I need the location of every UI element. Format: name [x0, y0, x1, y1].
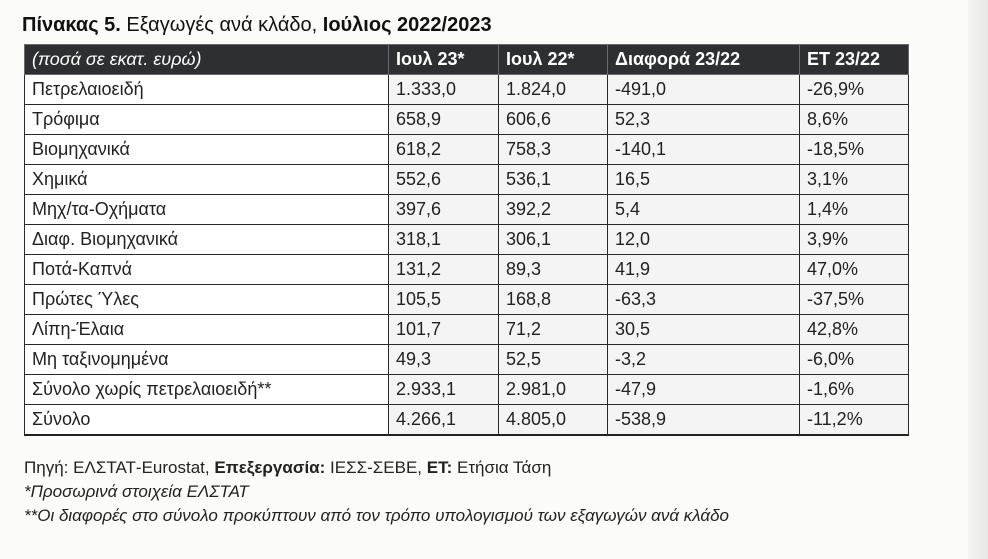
header-difference: Διαφορά 23/22 [607, 44, 800, 75]
cell-jul22: 52,5 [498, 344, 608, 375]
cell-difference: 41,9 [607, 254, 800, 285]
cell-difference: -47,9 [607, 374, 800, 405]
row-label: Τρόφιμα [24, 104, 389, 135]
cell-difference: 12,0 [607, 224, 800, 255]
header-jul23: Ιουλ 23* [388, 44, 499, 75]
cell-annual-trend: -18,5% [799, 134, 909, 165]
cell-jul23: 131,2 [388, 254, 499, 285]
cell-jul23: 618,2 [388, 134, 499, 165]
row-label: Μηχ/τα-Οχήματα [24, 194, 389, 225]
cell-jul22: 89,3 [498, 254, 608, 285]
table-row: Τρόφιμα 658,9 606,6 52,3 8,6% [24, 104, 909, 135]
title-period: Ιούλιος 2022/2023 [322, 14, 492, 36]
header-jul22: Ιουλ 22* [498, 44, 608, 75]
source-note: Πηγή: ΕΛΣΤΑΤ-Eurostat, Επεξεργασία: ΙΕΣΣ… [24, 456, 729, 480]
table-row: Μηχ/τα-Οχήματα 397,6 392,2 5,4 1,4% [24, 194, 909, 225]
table-row: Βιομηχανικά 618,2 758,3 -140,1 -18,5% [24, 134, 909, 165]
cell-jul22: 71,2 [498, 314, 608, 345]
table-row: Πετρελαιοειδή 1.333,0 1.824,0 -491,0 -26… [24, 74, 909, 105]
table-row: Διαφ. Βιομηχανικά 318,1 306,1 12,0 3,9% [24, 224, 909, 255]
row-label: Χημικά [24, 164, 389, 195]
cell-difference: -63,3 [607, 284, 800, 315]
cell-jul23: 105,5 [388, 284, 499, 315]
title-text: Εξαγωγές ανά κλάδο, [120, 14, 323, 36]
cell-annual-trend: 8,6% [799, 104, 909, 135]
row-label: Βιομηχανικά [24, 134, 389, 165]
cell-jul22: 1.824,0 [498, 74, 608, 105]
cell-annual-trend: 3,9% [799, 224, 909, 255]
cell-annual-trend: -11,2% [799, 404, 909, 436]
cell-difference: -140,1 [607, 134, 800, 165]
header-units: (ποσά σε εκατ. ευρώ) [24, 44, 389, 75]
cell-jul23: 2.933,1 [388, 374, 499, 405]
header-annual-trend: ΕΤ 23/22 [799, 44, 909, 75]
row-label: Σύνολο χωρίς πετρελαιοειδή** [24, 374, 389, 405]
cell-annual-trend: 3,1% [799, 164, 909, 195]
cell-jul23: 4.266,1 [388, 404, 499, 436]
cell-annual-trend: 42,8% [799, 314, 909, 345]
cell-annual-trend: 47,0% [799, 254, 909, 285]
cell-annual-trend: -6,0% [799, 344, 909, 375]
cell-jul22: 606,6 [498, 104, 608, 135]
cell-jul22: 2.981,0 [498, 374, 608, 405]
table-row: Ποτά-Καπνά 131,2 89,3 41,9 47,0% [24, 254, 909, 285]
table-row: Χημικά 552,6 536,1 16,5 3,1% [24, 164, 909, 195]
cell-jul23: 1.333,0 [388, 74, 499, 105]
cell-jul22: 536,1 [498, 164, 608, 195]
cell-annual-trend: -37,5% [799, 284, 909, 315]
cell-jul23: 397,6 [388, 194, 499, 225]
table-row: Πρώτες Ύλες 105,5 168,8 -63,3 -37,5% [24, 284, 909, 315]
table-notes: Πηγή: ΕΛΣΤΑΤ-Eurostat, Επεξεργασία: ΙΕΣΣ… [24, 456, 729, 528]
table-number: Πίνακας 5. [22, 14, 121, 36]
cell-difference: 5,4 [607, 194, 800, 225]
processing-label: Επεξεργασία: [214, 458, 326, 477]
cell-jul23: 318,1 [388, 224, 499, 255]
cell-jul23: 552,6 [388, 164, 499, 195]
cell-jul22: 4.805,0 [498, 404, 608, 436]
cell-jul23: 658,9 [388, 104, 499, 135]
exports-table: (ποσά σε εκατ. ευρώ) Ιουλ 23* Ιουλ 22* Δ… [24, 44, 909, 436]
cell-jul22: 168,8 [498, 284, 608, 315]
row-label: Πρώτες Ύλες [24, 284, 389, 315]
et-label: ΕΤ: [426, 458, 453, 477]
cell-jul22: 306,1 [498, 224, 608, 255]
table-row: Μη ταξινομημένα 49,3 52,5 -3,2 -6,0% [24, 344, 909, 375]
cell-annual-trend: -26,9% [799, 74, 909, 105]
cell-jul23: 49,3 [388, 344, 499, 375]
provisional-note: *Προσωρινά στοιχεία ΕΛΣΤΑΤ [24, 482, 249, 501]
cell-difference: 16,5 [607, 164, 800, 195]
cell-difference: -3,2 [607, 344, 800, 375]
cell-jul23: 101,7 [388, 314, 499, 345]
cell-difference: 52,3 [607, 104, 800, 135]
cell-difference: -538,9 [607, 404, 800, 436]
row-label: Λίπη-Έλαια [24, 314, 389, 345]
differences-note: **Οι διαφορές στο σύνολο προκύπτουν από … [24, 506, 730, 525]
table-row: Σύνολο χωρίς πετρελαιοειδή** 2.933,1 2.9… [24, 374, 909, 405]
cell-annual-trend: 1,4% [799, 194, 909, 225]
cell-difference: 30,5 [607, 314, 800, 345]
header-row: (ποσά σε εκατ. ευρώ) Ιουλ 23* Ιουλ 22* Δ… [24, 44, 909, 75]
row-label: Σύνολο [24, 404, 389, 436]
cell-annual-trend: -1,6% [799, 374, 909, 405]
row-label: Ποτά-Καπνά [24, 254, 389, 285]
cell-jul22: 392,2 [498, 194, 608, 225]
row-label: Διαφ. Βιομηχανικά [24, 224, 389, 255]
row-label: Μη ταξινομημένα [24, 344, 389, 375]
table-title: Πίνακας 5. Εξαγωγές ανά κλάδο, Ιούλιος 2… [22, 14, 492, 37]
et-value: Ετήσια Τάση [452, 458, 552, 477]
table-row: Λίπη-Έλαια 101,7 71,2 30,5 42,8% [24, 314, 909, 345]
source-text: Πηγή: ΕΛΣΤΑΤ-Eurostat, [24, 458, 215, 477]
page-edge-shadow [968, 0, 988, 559]
row-label: Πετρελαιοειδή [24, 74, 389, 105]
table-row: Σύνολο 4.266,1 4.805,0 -538,9 -11,2% [24, 404, 909, 436]
processing-value: ΙΕΣΣ-ΣΕΒΕ, [325, 458, 427, 477]
cell-difference: -491,0 [607, 74, 800, 105]
cell-jul22: 758,3 [498, 134, 608, 165]
